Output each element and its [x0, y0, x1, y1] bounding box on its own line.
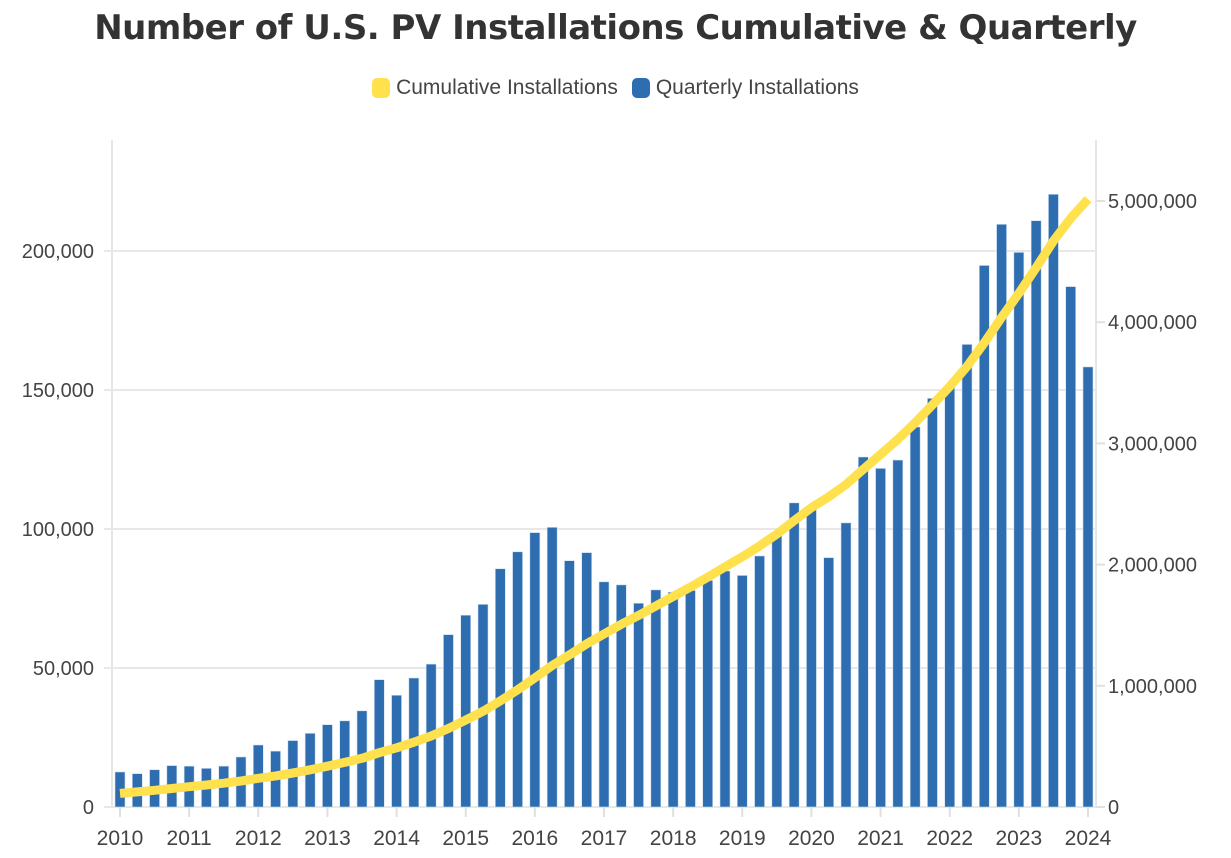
legend-swatch-quarterly	[631, 78, 650, 98]
x-tick-label: 2024	[1065, 827, 1112, 850]
bar-quarterly	[650, 589, 662, 808]
bar-quarterly	[581, 552, 593, 808]
left-y-tick-label: 150,000	[22, 380, 94, 402]
bar-quarterly	[460, 614, 472, 808]
bar-quarterly	[927, 398, 938, 808]
bar-quarterly	[719, 570, 731, 808]
left-y-tick-label: 100,000	[22, 519, 94, 541]
bar-quarterly	[754, 555, 765, 808]
legend-item-cumulative[interactable]: Cumulative Installations	[372, 76, 618, 100]
bar-quarterly	[840, 522, 852, 808]
x-tick-label: 2013	[304, 827, 351, 850]
left-y-tick-label: 200,000	[22, 241, 94, 263]
x-tick-label: 2017	[581, 827, 628, 850]
bar-quarterly	[702, 580, 714, 808]
right-y-tick-label: 0	[1108, 797, 1119, 819]
x-tick-label: 2014	[373, 827, 420, 850]
legend-swatch-cumulative	[372, 78, 391, 98]
bar-quarterly	[512, 551, 523, 808]
left-y-tick-label: 50,000	[33, 658, 94, 680]
bar-quarterly	[615, 584, 627, 808]
bar-quarterly	[961, 344, 973, 808]
bar-quarterly	[736, 575, 748, 808]
legend-label-quarterly: Quarterly Installations	[655, 76, 859, 99]
bar-quarterly	[771, 533, 783, 808]
x-tick-label: 2019	[719, 827, 766, 850]
bar-quarterly	[529, 532, 541, 808]
x-tick-label: 2022	[926, 827, 973, 850]
bar-quarterly	[978, 265, 990, 808]
right-y-tick-label: 5,000,000	[1108, 191, 1197, 213]
bar-quarterly	[1082, 366, 1094, 808]
legend: Cumulative Installations Quarterly Insta…	[0, 76, 1231, 100]
bar-quarterly	[373, 679, 385, 808]
bar-quarterly	[633, 602, 644, 808]
bar-quarterly	[1030, 220, 1042, 808]
right-y-tick-label: 4,000,000	[1108, 312, 1197, 334]
bar-quarterly	[823, 557, 835, 808]
bar-quarterly	[564, 560, 575, 808]
bar-quarterly	[1013, 252, 1025, 808]
bar-quarterly	[443, 634, 454, 808]
x-tick-label: 2015	[442, 827, 489, 850]
bar-quarterly	[1048, 193, 1059, 808]
bar-quarterly	[909, 426, 921, 808]
bar-quarterly	[857, 456, 869, 808]
right-y-tick-label: 2,000,000	[1108, 555, 1197, 577]
right-y-tick-label: 1,000,000	[1108, 676, 1197, 698]
bar-quarterly	[685, 590, 696, 808]
x-tick-label: 2020	[788, 827, 835, 850]
x-tick-label: 2010	[97, 827, 144, 850]
bar-quarterly	[598, 581, 610, 808]
right-y-tick-label: 3,000,000	[1108, 433, 1197, 455]
bar-quarterly	[667, 591, 679, 808]
bar-quarterly	[1065, 286, 1077, 808]
left-y-tick-label: 0	[83, 797, 94, 819]
legend-item-quarterly[interactable]: Quarterly Installations	[631, 76, 859, 100]
x-tick-label: 2016	[511, 827, 558, 850]
bar-quarterly	[875, 468, 886, 808]
bar-quarterly	[788, 502, 800, 808]
x-tick-label: 2018	[650, 827, 697, 850]
bar-quarterly	[996, 224, 1007, 808]
x-tick-label: 2023	[995, 827, 1042, 850]
legend-label-cumulative: Cumulative Installations	[396, 76, 618, 99]
bar-quarterly	[944, 386, 956, 808]
bar-quarterly	[494, 568, 506, 808]
x-tick-label: 2012	[235, 827, 282, 850]
bar-quarterly	[892, 459, 904, 808]
x-tick-label: 2011	[167, 827, 212, 850]
bar-quarterly	[806, 507, 817, 808]
chart-title: Number of U.S. PV Installations Cumulati…	[94, 8, 1137, 48]
x-tick-label: 2021	[857, 827, 904, 850]
